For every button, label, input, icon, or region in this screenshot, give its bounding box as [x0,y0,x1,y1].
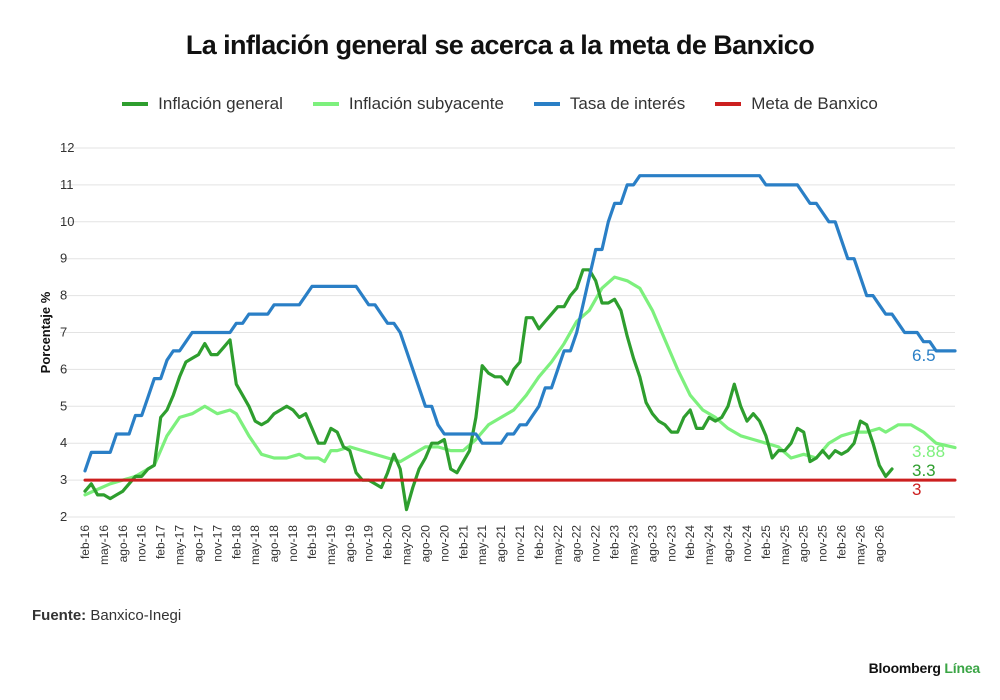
series-line-inflacion-general [83,268,894,512]
x-tick-label-feb-19: feb-19 [305,525,319,559]
x-tick-label-may-21: may-21 [475,525,489,565]
x-tick-label-nov-17: nov-17 [210,525,224,562]
x-tick-label-ago-20: ago-20 [418,525,432,563]
y-tick-label-4: 4 [60,435,67,450]
source-label: Fuente: [32,607,87,624]
y-tick-label-8: 8 [60,288,67,303]
x-tick-label-feb-17: feb-17 [154,525,168,559]
x-tick-label-feb-24: feb-24 [683,525,697,559]
brand-logo: Bloomberg Línea [868,660,981,676]
x-tick-label-nov-21: nov-21 [513,525,527,562]
y-tick-label-2: 2 [60,509,67,524]
x-tick-label-nov-19: nov-19 [362,525,376,562]
legend-item-inflacion-general: Inflación general [122,94,283,114]
x-tick-label-nov-25: nov-25 [816,525,830,562]
y-tick-label-3: 3 [60,472,67,487]
legend-label-inflacion-general: Inflación general [158,94,283,113]
series-line-tasa-de-interes [83,174,957,473]
source-text: Banxico-Inegi [90,607,182,624]
x-tick-label-ago-21: ago-21 [494,525,508,563]
chart-title: La inflación general se acerca a la meta… [185,30,815,60]
legend-swatch-tasa-de-interes [533,102,560,106]
x-tick-label-ago-18: ago-18 [267,525,281,563]
x-tick-label-feb-21: feb-21 [456,525,470,559]
y-axis-title: Porcentaje % [38,291,53,373]
legend-label-inflacion-subyacente: Inflación subyacente [348,94,504,113]
y-tick-label-9: 9 [60,251,67,266]
brand-accent: Línea [944,660,980,676]
x-tick-label-nov-18: nov-18 [286,525,300,562]
x-tick-label-nov-22: nov-22 [589,525,603,562]
legend-item-inflacion-subyacente: Inflación subyacente [312,94,504,114]
x-tick-label-may-18: may-18 [248,525,262,565]
y-tick-label-5: 5 [60,398,67,413]
x-tick-label-ago-16: ago-16 [116,525,130,563]
x-tick-label-may-20: may-20 [400,525,414,565]
y-tick-label-10: 10 [60,214,74,229]
x-tick-label-may-17: may-17 [173,525,187,565]
x-tick-label-may-26: may-26 [853,525,867,565]
y-tick-label-6: 6 [60,361,67,376]
x-tick-label-feb-20: feb-20 [381,525,395,559]
x-tick-label-nov-23: nov-23 [664,525,678,562]
x-tick-label-feb-26: feb-26 [835,525,849,559]
legend-label-tasa-de-interes: Tasa de interés [569,94,686,113]
y-tick-label-12: 12 [60,140,74,155]
x-tick-label-may-24: may-24 [702,525,716,565]
x-tick-label-may-22: may-22 [551,525,565,565]
end-label-meta-de-banxico: 3 [912,480,921,499]
y-tick-label-7: 7 [60,325,67,340]
brand-name: Bloomberg [868,660,941,676]
x-tick-label-ago-17: ago-17 [191,525,205,563]
legend-label-meta-de-banxico: Meta de Banxico [751,94,878,113]
legend-swatch-meta-de-banxico [715,102,742,106]
x-tick-label-ago-22: ago-22 [570,525,584,563]
x-tick-label-nov-20: nov-20 [437,525,451,562]
y-tick-label-11: 11 [60,177,74,192]
x-tick-label-ago-26: ago-26 [872,525,886,563]
x-tick-label-ago-19: ago-19 [343,525,357,563]
x-tick-label-ago-25: ago-25 [797,525,811,563]
x-tick-label-ago-24: ago-24 [721,525,735,563]
x-tick-label-feb-25: feb-25 [759,525,773,559]
x-tick-label-may-16: may-16 [97,525,111,565]
x-tick-label-nov-16: nov-16 [135,525,149,562]
x-tick-label-nov-24: nov-24 [740,525,754,562]
x-tick-label-ago-23: ago-23 [645,525,659,563]
x-tick-label-may-25: may-25 [778,525,792,565]
end-label-inflacion-subyacente: 3.88 [912,442,945,461]
end-label-tasa-de-interes: 6.5 [912,346,936,365]
legend-swatch-inflacion-subyacente [312,102,339,106]
source-note: Fuente: Banxico-Inegi [32,607,181,624]
x-tick-label-feb-16: feb-16 [78,525,92,559]
series-line-inflacion-subyacente [83,275,957,497]
x-tick-label-feb-18: feb-18 [229,525,243,559]
line-chart: 2 3 4 5 6 7 8 9 10 11 12 Porcentaje % feb-16 may-16 ag… [38,140,957,565]
x-tick-label-feb-22: feb-22 [532,525,546,559]
x-tick-label-feb-23: feb-23 [608,525,622,559]
legend-swatch-inflacion-general [122,102,149,106]
chart-legend: Inflación general Inflación subyacente T… [0,94,1000,114]
legend-item-meta-de-banxico: Meta de Banxico [715,94,878,114]
x-tick-label-may-19: may-19 [324,525,338,565]
end-label-inflacion-general: 3.3 [912,461,936,480]
x-tick-label-may-23: may-23 [626,525,640,565]
legend-item-tasa-de-interes: Tasa de interés [533,94,686,114]
